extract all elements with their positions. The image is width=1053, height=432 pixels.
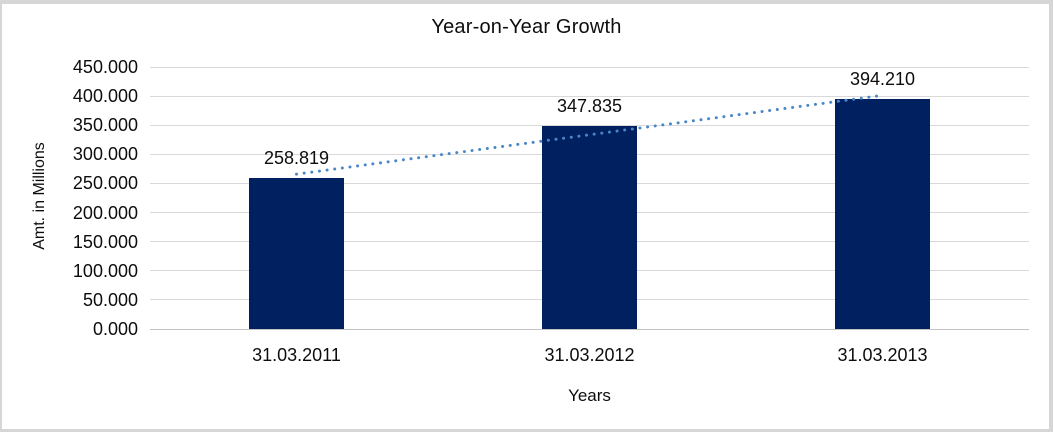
y-tick-label: 250.000 xyxy=(72,173,138,194)
y-tick-label: 450.000 xyxy=(72,57,138,77)
bar xyxy=(835,99,930,329)
y-tick-label: 200.000 xyxy=(72,202,138,223)
bar xyxy=(249,178,344,329)
y-tick-label: 350.000 xyxy=(72,115,138,136)
chart-title: Year-on-Year Growth xyxy=(431,16,622,38)
gridline xyxy=(150,66,1029,68)
x-category-label: 31.03.2011 xyxy=(252,345,341,365)
x-axis-title: Years xyxy=(568,386,611,405)
x-axis-line xyxy=(150,328,1029,330)
y-tick-label: 300.000 xyxy=(72,144,138,165)
bar-value-label: 394.210 xyxy=(849,69,916,90)
bar xyxy=(542,126,637,329)
y-tick-label: 150.000 xyxy=(72,231,138,252)
y-tick-label: 100.000 xyxy=(72,260,138,281)
x-category-label: 31.03.2012 xyxy=(544,345,635,365)
y-tick-label: 400.000 xyxy=(72,86,138,107)
x-category-label: 31.03.2013 xyxy=(837,345,928,365)
bar-value-label: 347.835 xyxy=(556,96,623,117)
bar-value-label: 258.819 xyxy=(263,148,330,169)
y-tick-label: 50.000 xyxy=(82,289,138,310)
y-tick-label: 0.000 xyxy=(92,319,138,339)
